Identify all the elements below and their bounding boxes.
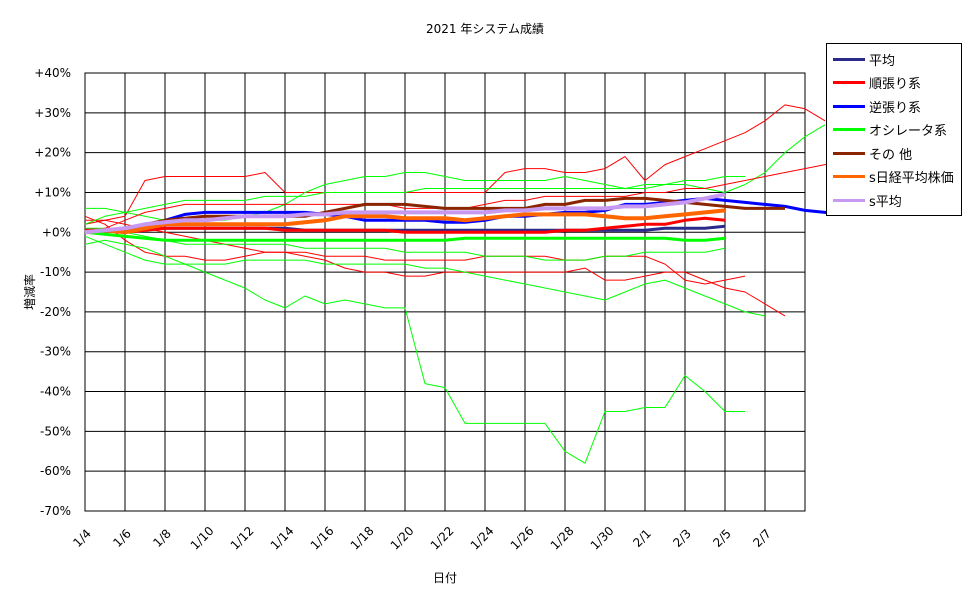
y-tick-label: +20% (34, 146, 71, 160)
component-line (84, 235, 766, 317)
x-tick-label: 1/14 (268, 524, 297, 553)
x-tick-label: 1/6 (110, 526, 134, 550)
legend-swatch (833, 198, 865, 202)
y-tick-label: +40% (34, 66, 71, 80)
x-tick-label: 2/7 (750, 526, 774, 550)
y-axis-ticks: +40% +30% +20% +10% +0% -10% -20% -30% -40% -50% -… (34, 66, 71, 518)
y-tick-label: -30% (40, 345, 71, 359)
component-line (84, 176, 745, 225)
legend-item: s日経平均株価 (833, 167, 954, 187)
y-tick-label: -60% (40, 464, 71, 478)
series-line (85, 216, 726, 234)
x-tick-label: 1/24 (468, 524, 497, 553)
x-tick-label: 2/3 (670, 526, 694, 550)
y-tick-label: -20% (40, 305, 71, 319)
x-axis-ticks: 1/4 1/6 1/8 1/10 1/12 1/14 1/16 1/18 1/20 1/22 1/2… (70, 524, 774, 553)
series-line (84, 230, 726, 242)
series-line (84, 208, 726, 235)
legend-item: オシレータ系 (833, 120, 947, 140)
component-line (85, 104, 826, 221)
y-tick-label: +10% (34, 185, 71, 199)
y-tick-label: -10% (40, 265, 71, 279)
legend-item: その 他 (833, 143, 912, 163)
x-tick-label: 1/28 (548, 524, 577, 553)
x-tick-label: 1/20 (388, 524, 417, 553)
x-tick-label: 1/4 (70, 526, 94, 550)
legend-swatch (833, 175, 865, 178)
series-line (84, 192, 726, 235)
legend-swatch (833, 104, 865, 108)
legend-item: s平均 (833, 190, 902, 210)
series-lines (84, 104, 866, 464)
legend-item: 平均 (833, 49, 895, 69)
y-axis-label: 増減率 (22, 274, 37, 310)
chart-title: 2021 年システム成績 (426, 22, 544, 36)
y-tick-label: -70% (40, 504, 71, 518)
y-tick-label: +0% (42, 225, 71, 239)
legend-item: 順張り系 (833, 73, 921, 93)
legend-swatch (833, 57, 865, 61)
x-tick-label: 1/12 (228, 524, 257, 553)
x-tick-label: 1/10 (188, 524, 217, 553)
x-axis-label: 日付 (433, 571, 457, 585)
legend-label: 順張り系 (869, 77, 922, 92)
legend-swatch (833, 128, 865, 131)
legend-label: s日経平均株価 (869, 171, 954, 186)
x-tick-label: 1/30 (588, 524, 617, 553)
legend-label: 平均 (869, 53, 896, 69)
y-tick-label: -40% (40, 385, 71, 399)
legend-swatch (833, 81, 865, 84)
legend-swatch (833, 151, 865, 155)
legend: 平均順張り系逆張り系オシレータ系 その 他 s日経平均株価 s平均 (826, 43, 962, 216)
legend-item: 逆張り系 (833, 96, 921, 116)
series-line (84, 196, 785, 234)
legend-label: オシレータ系 (869, 124, 948, 139)
x-tick-label: 2/1 (630, 526, 654, 550)
x-tick-label: 1/8 (150, 526, 174, 550)
component-line (84, 239, 745, 464)
component-line (84, 160, 865, 233)
x-tick-label: 2/5 (710, 526, 734, 550)
component-line (84, 219, 746, 285)
component-line (84, 215, 786, 317)
legend-label: その 他 (869, 147, 913, 163)
x-tick-label: 1/16 (308, 524, 337, 553)
y-tick-label: -50% (40, 424, 71, 438)
x-tick-label: 1/22 (428, 524, 457, 553)
x-tick-label: 1/26 (508, 524, 537, 553)
x-tick-label: 1/18 (348, 524, 377, 553)
legend-label: 逆張り系 (869, 100, 922, 116)
y-tick-label: +30% (34, 106, 71, 120)
component-line (85, 227, 726, 261)
legend-label: s平均 (869, 194, 902, 210)
